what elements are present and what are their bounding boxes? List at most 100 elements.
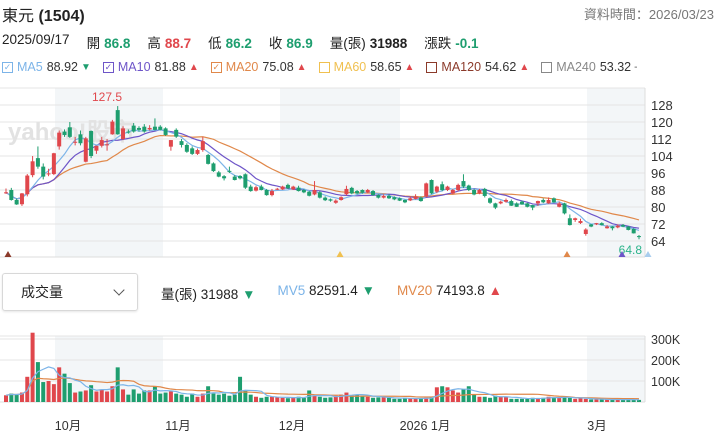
- candle: [317, 192, 322, 198]
- candle: [525, 203, 530, 207]
- arrow-up-icon: ▲: [296, 61, 307, 73]
- candle: [248, 186, 253, 192]
- candle: [424, 183, 429, 197]
- volume-bar: [89, 385, 94, 402]
- checkbox[interactable]: [318, 61, 330, 73]
- open-label: 開: [86, 36, 101, 51]
- candle: [51, 153, 56, 175]
- checkbox[interactable]: [426, 61, 438, 73]
- ma-value: 54.62: [485, 60, 517, 74]
- candle: [285, 184, 290, 189]
- volume-bar: [227, 395, 232, 402]
- volume-bar: [131, 389, 136, 402]
- volume-bar: [392, 398, 397, 402]
- ma-value: 53.32: [599, 60, 632, 74]
- candle: [498, 201, 503, 204]
- ma-name: MA10: [117, 60, 151, 74]
- x-tick-label: 3月: [587, 419, 606, 433]
- candle: [78, 134, 83, 144]
- quote-volume: 量(張) 31988: [330, 32, 408, 52]
- candle: [477, 190, 482, 194]
- volume-bar: [269, 396, 274, 402]
- stock-title: 東元 (1504): [2, 2, 85, 26]
- volume-bar: [259, 397, 264, 402]
- candle: [25, 175, 30, 195]
- volume-bar: [243, 390, 248, 402]
- indicator-select[interactable]: 成交量: [2, 273, 138, 311]
- candle: [355, 191, 360, 194]
- candle: [339, 197, 344, 200]
- price-tick-label: 120: [651, 115, 673, 130]
- price-tick-label: 88: [651, 183, 665, 198]
- price-tick-label: 64: [651, 234, 665, 249]
- arrow-down-icon: ▼: [80, 61, 91, 73]
- volume-legend-value: 31988: [200, 287, 239, 302]
- volume-bar: [514, 398, 519, 402]
- candle: [589, 224, 594, 227]
- volume-bar: [73, 392, 78, 402]
- volume-bar: [30, 332, 35, 402]
- volume-bar: [381, 397, 386, 402]
- mv20-value: 74193.8: [435, 283, 485, 298]
- ma-legend-ma10[interactable]: ✓ MA10 81.88 ▲: [102, 60, 199, 74]
- candle: [222, 176, 227, 179]
- ma-legend-ma5[interactable]: ✓ MA5 88.92 ▼: [2, 60, 91, 74]
- volume-bar: [195, 396, 200, 402]
- volume-bar: [472, 394, 477, 402]
- candle: [493, 203, 498, 208]
- volume-bar: [105, 391, 110, 402]
- ma-legend-ma240[interactable]: MA240 53.32-: [541, 60, 637, 74]
- candle: [349, 187, 354, 194]
- candle: [450, 190, 455, 194]
- ma-name: MA5: [17, 60, 43, 74]
- month-band: [280, 336, 400, 402]
- candle: [392, 197, 397, 200]
- close-value: 86.9: [286, 36, 313, 51]
- candle: [168, 140, 173, 147]
- candle: [573, 218, 578, 220]
- checkbox[interactable]: ✓: [102, 61, 114, 73]
- volume-bar: [637, 399, 641, 402]
- mv20-label: MV20: [396, 283, 433, 298]
- volume-bar: [621, 399, 626, 402]
- volume-bar: [450, 390, 455, 402]
- volume-bar: [349, 395, 354, 402]
- candle: [621, 225, 626, 227]
- ma-legend-ma20[interactable]: ✓ MA20 75.08 ▲: [210, 60, 307, 74]
- candle: [371, 191, 376, 196]
- volume-bar: [19, 392, 24, 402]
- change-value: -0.1: [455, 36, 479, 51]
- candle: [174, 129, 179, 137]
- volume-bar: [546, 396, 551, 402]
- volume-bar: [94, 391, 99, 402]
- volume-bar: [482, 396, 487, 402]
- volume-bar: [174, 393, 179, 402]
- volume-bar: [519, 398, 524, 402]
- volume-bar: [216, 394, 221, 402]
- low-value: 86.2: [225, 36, 252, 51]
- checkbox[interactable]: ✓: [2, 61, 13, 73]
- ma-legend-ma60[interactable]: MA60 58.65 ▲: [318, 60, 414, 74]
- price-tick-label: 96: [651, 166, 665, 181]
- signal-marker-icon: [618, 251, 626, 257]
- data-time: 資料時間：2026/03/23: [583, 7, 714, 22]
- candle: [9, 190, 14, 200]
- candle: [360, 190, 365, 193]
- candle: [99, 140, 104, 146]
- volume-bar: [83, 390, 88, 402]
- volume-bar: [530, 397, 535, 402]
- candle: [94, 145, 99, 151]
- x-tick-label: 10月: [55, 419, 81, 433]
- volume-bar: [99, 389, 104, 402]
- checkbox[interactable]: [541, 61, 553, 73]
- ma-legend-ma120[interactable]: MA120 54.62 ▲: [426, 60, 529, 74]
- signal-marker-icon: [563, 251, 571, 257]
- candle: [610, 226, 615, 229]
- checkbox[interactable]: ✓: [210, 61, 222, 73]
- candle: [142, 126, 147, 132]
- stock-name: 東元: [2, 8, 35, 25]
- volume-bar: [179, 394, 184, 402]
- candle: [535, 201, 540, 204]
- volume-bar: [57, 367, 62, 402]
